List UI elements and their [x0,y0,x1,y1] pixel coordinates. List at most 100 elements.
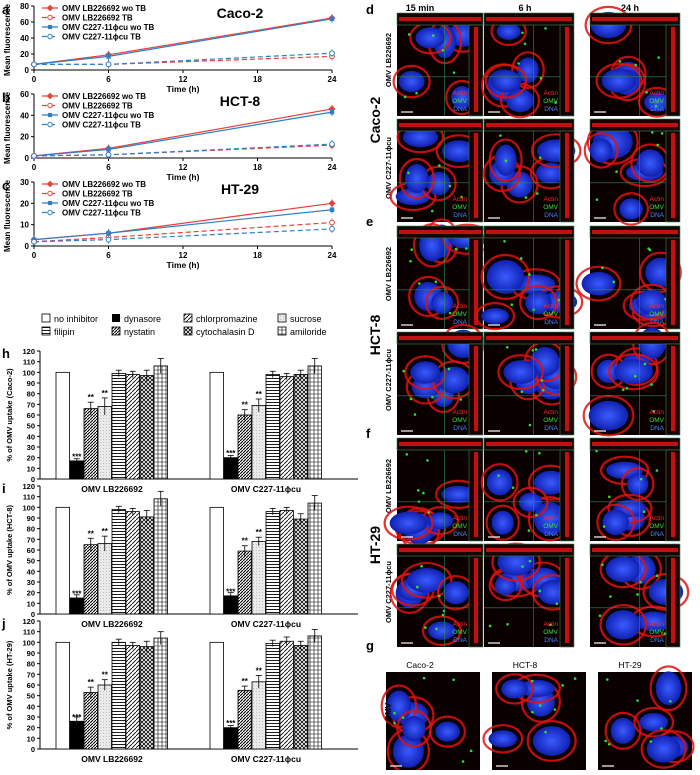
nucleus [442,581,469,605]
omv-dot [415,91,418,95]
actin-outline [475,301,516,331]
nucleus [614,359,653,385]
bar [125,511,140,615]
y-tick-label: 100 [22,368,35,377]
panel-letter-f: f [366,426,371,441]
channel-label-dna: DNA [453,106,467,113]
yz-signal [565,27,569,112]
bar [97,406,112,480]
legend-label: sucrose [290,314,322,324]
actin-outline [620,467,655,501]
xz-signal [592,123,678,127]
omv-dot [540,379,544,382]
yz-signal [565,346,569,431]
channel-label-actin: Actin [650,90,665,97]
nucleus [506,88,535,113]
omv-dot [595,198,599,201]
significance-stars: ** [88,678,95,687]
legend-label: amiloride [290,327,327,337]
omv-dot [416,489,420,492]
nucleus [486,260,525,294]
cell-line-label-caco2: Caco-2 [367,96,383,143]
channel-label-omv: OMV [543,629,558,636]
omv-dot [452,678,455,682]
x-axis-label: Time (h) [167,260,200,270]
omv-dot [417,282,421,285]
xz-signal [399,336,481,340]
nucleus [406,568,447,593]
data-point [105,151,112,158]
legend-label: OMV LB226692 wo TB [62,4,146,13]
legend-swatch-amiloride [277,326,287,336]
data-point [31,152,37,159]
actin-outline [480,253,531,300]
omv-dot [536,192,539,195]
nucleus [441,140,476,163]
omv-dot [503,240,506,243]
y-tick-label: 60 [27,681,35,690]
channel-label-omv: OMV [452,417,467,424]
legend-label: OMV LB226692 TB [62,190,133,199]
actin-outline [633,706,675,738]
omv-dot [602,525,606,528]
micrograph-20 [598,665,695,770]
bar [307,365,322,480]
nucleus [605,556,641,583]
omv-dot [401,716,405,719]
actin-outline [392,64,431,99]
legend-label: OMV C227-11ϕcu wo TB [62,111,154,120]
significance-stars: ** [242,401,249,410]
legend-label: OMV C227-11ϕcu TB [62,121,141,130]
micrograph-19 [482,672,586,770]
nucleus [451,85,473,110]
bar [279,640,294,750]
actin-outline [595,62,643,99]
y-tick-label: 100 [22,503,35,512]
panel-letter-a: a [2,2,10,17]
channel-label-dna: DNA [453,319,467,326]
omv-dot [435,627,438,631]
legend-label: dynasore [124,314,161,324]
row-label-c227-caco2: OMV C227-11ϕcu [384,137,393,199]
y-tick-label: 120 [22,347,35,356]
channel-label-dna: DNA [650,212,664,219]
data-point [106,147,111,152]
legend-label: OMV LB226692 wo TB [62,92,146,101]
bar [265,374,280,480]
omv-dot [420,564,423,568]
channel-label-omv: OMV [649,98,664,105]
actin-outline [583,132,619,169]
nucleus [581,271,616,296]
bar [111,372,126,480]
omv-dot [549,623,552,627]
y-tick-label: 80 [27,390,35,399]
legend-label: no inhibitor [54,314,98,324]
y-tick-label: 20 [27,724,35,733]
y-tick-label: 70 [27,400,35,409]
nucleus [486,469,513,496]
significance-stars: ** [88,393,95,402]
y-tick-label: 0 [25,66,30,75]
time-label-15min: 15 min [406,3,435,13]
omv-dot [538,451,541,455]
omv-dot [510,303,514,306]
bar [307,502,322,615]
legend-swatch-sucrose [277,313,287,323]
y-tick-label: 30 [27,713,35,722]
omv-dot [506,622,509,626]
omv-dot [650,131,654,134]
legend-label: OMV C227-11ϕcu wo TB [62,23,154,32]
omv-dot [642,510,646,513]
channel-label-omv: OMV [452,629,467,636]
omv-dot [618,60,622,63]
omv-dot [639,477,643,481]
nucleus [610,717,636,744]
nucleus [481,308,509,325]
line-chart-ht29: 0 10 20 30 0 6 12 18 24 Time (h) Mean fluorescence… [3,178,337,270]
omv-dot [636,699,639,702]
data-point [31,238,37,245]
